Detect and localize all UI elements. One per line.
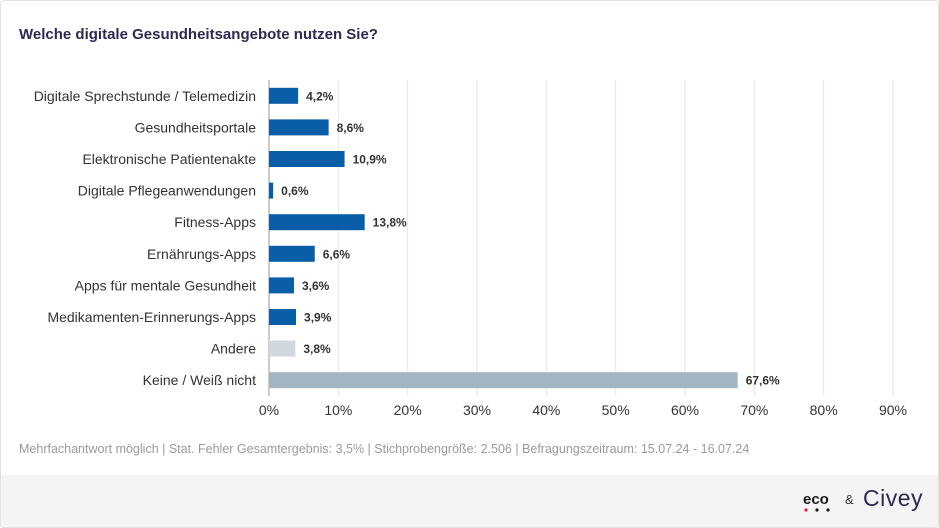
- bar-chart: Digitale Sprechstunde / Telemedizin Gesun…: [34, 80, 907, 418]
- x-tick-label: 80%: [810, 402, 838, 418]
- bar: [269, 309, 297, 325]
- value-labels: 4,2% 8,6% 10,9% 0,6% 13,8% 6,6% 3,6% 3,9% 3,8% 67…: [281, 89, 780, 387]
- footnote: Mehrfachantwort möglich | Stat. Fehler G…: [19, 442, 750, 456]
- chart-title: Welche digitale Gesundheitsangebote nutz…: [19, 26, 378, 43]
- value-label: 67,6%: [746, 374, 780, 388]
- bar: [269, 119, 329, 136]
- bar: [269, 87, 299, 104]
- category-label: Digitale Pflegeanwendungen: [78, 183, 256, 199]
- x-tick-label: 0%: [259, 402, 279, 418]
- value-label: 3,8%: [303, 342, 331, 356]
- civey-logo: Civey: [863, 485, 924, 511]
- x-axis-ticks: 0% 10% 20% 30% 40% 50% 60% 70% 80% 90%: [259, 402, 907, 418]
- value-label: 13,8%: [373, 216, 407, 230]
- grid-lines: [268, 80, 894, 396]
- category-label: Keine / Weiß nicht: [143, 372, 256, 388]
- bar: [269, 340, 296, 357]
- value-label: 4,2%: [306, 89, 334, 103]
- x-tick-label: 30%: [463, 402, 491, 418]
- x-tick-label: 60%: [671, 402, 699, 418]
- category-label: Fitness-Apps: [174, 214, 256, 230]
- bars: [269, 87, 738, 389]
- x-tick-label: 10%: [324, 402, 352, 418]
- bar: [269, 245, 315, 262]
- bar: [269, 277, 294, 294]
- x-tick-label: 50%: [602, 402, 630, 418]
- category-label: Andere: [211, 341, 256, 357]
- value-label: 8,6%: [337, 121, 365, 135]
- x-tick-label: 70%: [740, 402, 768, 418]
- value-label: 10,9%: [353, 153, 387, 167]
- eco-logo-dots: [804, 508, 830, 512]
- x-tick-label: 40%: [532, 402, 560, 418]
- category-label: Gesundheitsportale: [135, 119, 257, 135]
- x-tick-label: 90%: [879, 402, 907, 418]
- bar: [269, 151, 345, 167]
- value-label: 6,6%: [323, 247, 351, 261]
- category-labels: Digitale Sprechstunde / Telemedizin Gesun…: [34, 88, 257, 388]
- category-label: Digitale Sprechstunde / Telemedizin: [34, 88, 256, 104]
- value-label: 3,9%: [304, 311, 332, 325]
- category-label: Ernährungs-Apps: [147, 246, 256, 262]
- x-tick-label: 20%: [394, 402, 422, 418]
- ampersand: &: [845, 492, 854, 507]
- footer-bar: [1, 475, 938, 527]
- bar: [269, 182, 274, 199]
- category-label: Apps für mentale Gesundheit: [75, 277, 256, 293]
- value-label: 3,6%: [302, 279, 330, 293]
- bar: [269, 214, 365, 231]
- value-label: 0,6%: [281, 184, 309, 198]
- bar: [269, 372, 738, 389]
- category-label: Elektronische Patientenakte: [82, 151, 256, 167]
- category-label: Medikamenten-Erinnerungs-Apps: [47, 309, 256, 325]
- eco-logo: eco: [803, 491, 829, 508]
